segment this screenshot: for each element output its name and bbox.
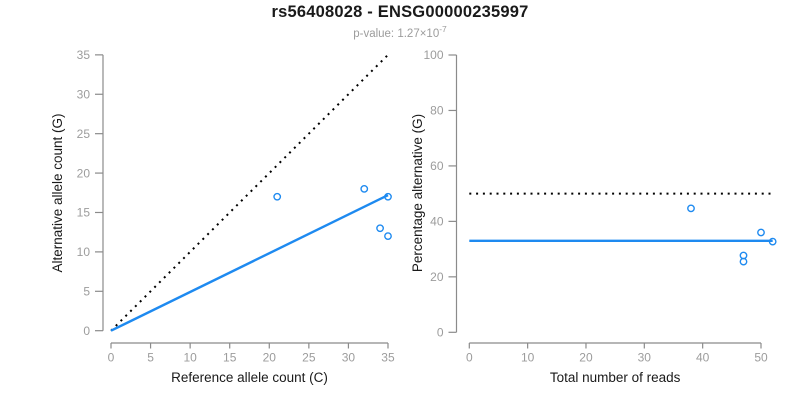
data-point bbox=[687, 204, 695, 213]
y-tick-label: 60 bbox=[430, 159, 444, 173]
data-point bbox=[757, 228, 765, 237]
x-tick-label: 10 bbox=[183, 351, 197, 365]
figure-title: rs56408028 - ENSG00000235997 bbox=[271, 3, 529, 21]
data-point bbox=[360, 184, 369, 193]
x-tick-label: 30 bbox=[638, 351, 652, 365]
x-tick-label: 0 bbox=[108, 351, 115, 365]
y-tick-label: 40 bbox=[430, 215, 444, 229]
y-tick-label: 0 bbox=[83, 324, 90, 338]
x-tick-label: 25 bbox=[302, 351, 316, 365]
data-point bbox=[768, 237, 777, 246]
figure-subtitle: p-value: 1.27×10-7 bbox=[0, 24, 800, 40]
y-axis-title: Alternative allele count (G) bbox=[50, 113, 65, 272]
data-point bbox=[384, 232, 392, 241]
y-tick-label: 25 bbox=[77, 127, 91, 141]
y-tick-label: 100 bbox=[423, 48, 443, 62]
data-point bbox=[376, 224, 384, 233]
data-point bbox=[739, 251, 748, 260]
y-tick-label: 5 bbox=[83, 284, 90, 298]
x-tick-label: 50 bbox=[754, 351, 768, 365]
y-tick-label: 80 bbox=[430, 104, 444, 118]
x-tick-label: 20 bbox=[263, 351, 277, 365]
x-tick-label: 40 bbox=[696, 351, 710, 365]
y-tick-label: 20 bbox=[430, 270, 444, 284]
x-tick-label: 0 bbox=[466, 351, 473, 365]
x-axis-title: Reference allele count (C) bbox=[171, 370, 328, 385]
y-tick-label: 30 bbox=[77, 87, 91, 101]
data-point bbox=[384, 192, 392, 201]
y-tick-label: 15 bbox=[77, 206, 91, 220]
x-tick-label: 10 bbox=[521, 351, 535, 365]
y-tick-label: 20 bbox=[77, 166, 91, 180]
data-point bbox=[273, 192, 282, 201]
identity-line bbox=[110, 54, 389, 332]
fit-line bbox=[110, 194, 389, 332]
x-tick-label: 15 bbox=[223, 351, 237, 365]
x-tick-label: 35 bbox=[381, 351, 395, 365]
x-axis-title: Total number of reads bbox=[550, 370, 681, 385]
y-tick-label: 0 bbox=[437, 326, 444, 340]
y-tick-label: 10 bbox=[77, 245, 91, 259]
p-value-exponent: -7 bbox=[439, 24, 447, 34]
x-tick-label: 20 bbox=[579, 351, 593, 365]
x-tick-label: 30 bbox=[342, 351, 356, 365]
y-axis-title: Percentage alternative (G) bbox=[410, 114, 425, 272]
x-tick-label: 5 bbox=[147, 351, 154, 365]
y-tick-label: 35 bbox=[77, 48, 91, 62]
p-value-text: p-value: 1.27×10 bbox=[353, 27, 440, 40]
figure-header: rs56408028 - ENSG00000235997 p-value: 1.… bbox=[0, 3, 800, 40]
